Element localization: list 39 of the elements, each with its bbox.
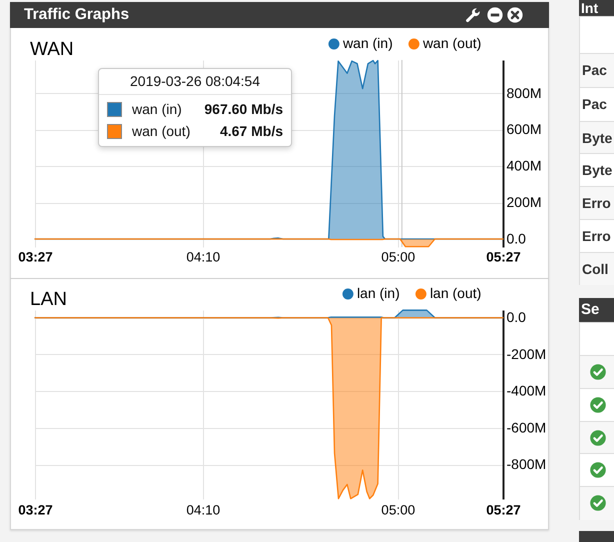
table-row: Erro [579, 219, 614, 252]
annotation: wan (out) [132, 123, 190, 139]
legend-label: lan (out) [430, 285, 482, 301]
y-tick-label: 0.0 [506, 309, 526, 326]
text: Traffic Graphs [24, 5, 130, 25]
x-tick-label: 04:10 [186, 502, 220, 518]
header-bar: Se [579, 298, 614, 322]
x-tick-label: 04:10 [186, 250, 220, 264]
y-tick-label: -800M [506, 456, 546, 472]
x-tick-label: 03:27 [18, 250, 53, 264]
y-tick-label: 800M [506, 84, 542, 101]
x-tick-label: 05:27 [486, 502, 521, 518]
x-tick-label: 05:00 [381, 502, 416, 518]
y-tick-label: 200M [506, 194, 542, 210]
chart-title: WAN [30, 39, 74, 60]
y-tick-label: -200M [506, 346, 546, 362]
legend-label: wan (in) [342, 35, 393, 51]
table-row: Byte [579, 153, 614, 186]
y-tick-label: 400M [506, 158, 542, 174]
y-tick-label: 0.0 [506, 230, 526, 246]
y-tick-label: -600M [506, 419, 546, 436]
annotation: 4.67 Mb/s [220, 123, 283, 139]
y-tick-label: 600M [506, 121, 542, 138]
x-tick-label: 03:27 [18, 502, 53, 518]
chart-title: LAN [30, 289, 67, 310]
x-tick-label: 05:00 [381, 250, 416, 264]
x-tick-label: 05:27 [486, 250, 521, 264]
table-row: Pac [579, 87, 614, 121]
annotation: 2019-03-26 08:04:54 [99, 69, 291, 95]
header-bar: Int [579, 0, 614, 16]
table-row: Coll [579, 252, 614, 285]
table-row: Byte [579, 121, 614, 153]
legend-label: wan (out) [422, 35, 482, 51]
table-row: Pac [579, 53, 614, 87]
annotation: 967.60 Mb/s [204, 101, 283, 117]
legend-label: lan (in) [356, 285, 400, 301]
y-tick-label: -400M [506, 382, 546, 399]
annotation: wan (in) [132, 101, 182, 117]
table-row: Erro [579, 186, 614, 219]
